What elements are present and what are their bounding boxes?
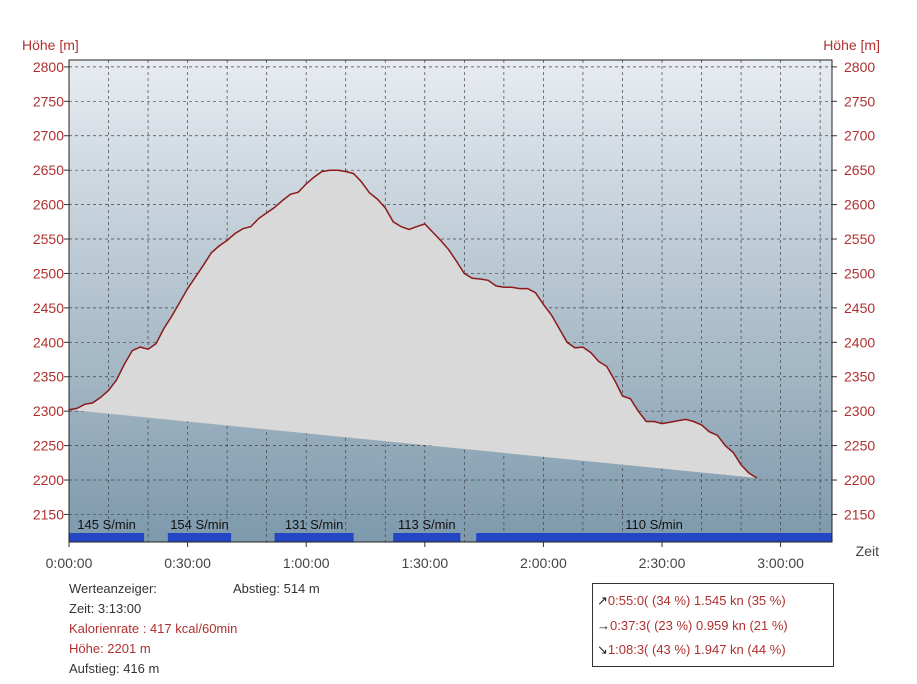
- y-axis-label-left: Höhe [m]: [22, 37, 79, 53]
- cadence-bar: [69, 533, 145, 542]
- x-tick-label: 2:00:00: [520, 555, 567, 571]
- info-title: Werteanzeiger:: [69, 581, 157, 596]
- arrow-right-icon: →: [597, 618, 610, 633]
- info-time: Zeit: 3:13:00: [69, 601, 142, 616]
- x-tick-label: 0:00:00: [46, 555, 93, 571]
- y-tick-label: 2700: [33, 128, 64, 144]
- x-axis-label: Zeit: [856, 543, 879, 559]
- cadence-bar: [476, 533, 832, 542]
- x-tick-label: 1:30:00: [401, 555, 448, 571]
- y-tick-label-right: 2500: [844, 265, 875, 281]
- summary-text: 0:55:0( (34 %) 1.545 kn (35 %): [607, 593, 786, 608]
- info-descent: Abstieg: 514 m: [233, 581, 320, 596]
- y-tick-label-right: 2300: [844, 403, 875, 419]
- summary-text: 0:37:3( (23 %) 0.959 kn (21 %): [610, 618, 788, 633]
- summary-row-flat: →0:37:3( (23 %) 0.959 kn (21 %): [597, 618, 788, 633]
- y-tick-label-right: 2650: [844, 162, 875, 178]
- elevation-line: [68, 169, 758, 479]
- y-tick-label-right: 2750: [844, 93, 875, 109]
- y-tick-label: 2250: [33, 438, 64, 454]
- cadence-label: 154 S/min: [170, 517, 229, 532]
- summary-row-ascent: ↗0:55:0( (34 %) 1.545 kn (35 %): [597, 593, 786, 609]
- y-axis-left: 2150 2200 2250 2300 2350 2400 2450 2500 2550 2600…: [33, 59, 69, 522]
- cadence-label: 110 S/min: [625, 517, 683, 532]
- y-tick-label-right: 2150: [844, 506, 875, 522]
- y-tick-label: 2400: [33, 334, 64, 350]
- y-axis-right: 2150 2200 2250 2300 2350 2400 2450 2500 2550 2600…: [832, 59, 875, 522]
- info-ascent: Aufstieg: 416 m: [69, 661, 160, 676]
- y-tick-label: 2800: [33, 59, 64, 75]
- y-tick-label: 2500: [33, 265, 64, 281]
- cadence-label: 113 S/min: [398, 517, 456, 532]
- x-tick-label: 2:30:00: [639, 555, 686, 571]
- elevation-area: [69, 170, 757, 478]
- y-tick-label: 2300: [33, 403, 64, 419]
- y-tick-label-right: 2700: [844, 128, 875, 144]
- info-calories: Kalorienrate : 417 kcal/60min: [69, 621, 238, 636]
- x-tick-label: 1:00:00: [283, 555, 330, 571]
- y-tick-label-right: 2550: [844, 231, 875, 247]
- y-tick-label-right: 2600: [844, 197, 875, 213]
- y-tick-label-right: 2450: [844, 300, 875, 316]
- y-tick-label-right: 2250: [844, 438, 875, 454]
- info-altitude: Höhe: 2201 m: [69, 641, 151, 656]
- y-tick-label: 2650: [33, 162, 64, 178]
- y-tick-label-right: 2800: [844, 59, 875, 75]
- y-tick-label: 2200: [33, 472, 64, 488]
- y-tick-label: 2350: [33, 369, 64, 385]
- summary-text: 1:08:3( (43 %) 1.947 kn (44 %): [607, 642, 786, 657]
- y-tick-label: 2550: [33, 231, 64, 247]
- cadence-bars: 145 S/min 154 S/min 131 S/min 113 S/min 110 …: [69, 517, 832, 542]
- x-axis: 0:00:00 0:30:00 1:00:00 1:30:00 2:00:00 2:30:…: [46, 542, 804, 571]
- y-tick-label: 2150: [33, 506, 64, 522]
- y-tick-label-right: 2400: [844, 334, 875, 350]
- y-tick-label-right: 2200: [844, 472, 875, 488]
- arrow-down-right-icon: ↘: [597, 642, 608, 657]
- cadence-label: 131 S/min: [285, 517, 344, 532]
- y-tick-label-right: 2350: [844, 369, 875, 385]
- summary-box: ↗0:55:0( (34 %) 1.545 kn (35 %) →0:37:3(…: [592, 583, 834, 667]
- cadence-bar: [274, 533, 354, 542]
- y-tick-label: 2450: [33, 300, 64, 316]
- arrow-up-right-icon: ↗: [597, 593, 608, 608]
- y-tick-label: 2750: [33, 93, 64, 109]
- cadence-label: 145 S/min: [77, 517, 136, 532]
- cadence-bar: [167, 533, 232, 542]
- x-tick-label: 3:00:00: [757, 555, 804, 571]
- y-tick-label: 2600: [33, 197, 64, 213]
- x-tick-label: 0:30:00: [164, 555, 211, 571]
- plot-frame: [68, 59, 833, 543]
- cadence-bar: [393, 533, 461, 542]
- summary-row-descent: ↘1:08:3( (43 %) 1.947 kn (44 %): [597, 642, 786, 658]
- y-axis-label-right: Höhe [m]: [823, 37, 880, 53]
